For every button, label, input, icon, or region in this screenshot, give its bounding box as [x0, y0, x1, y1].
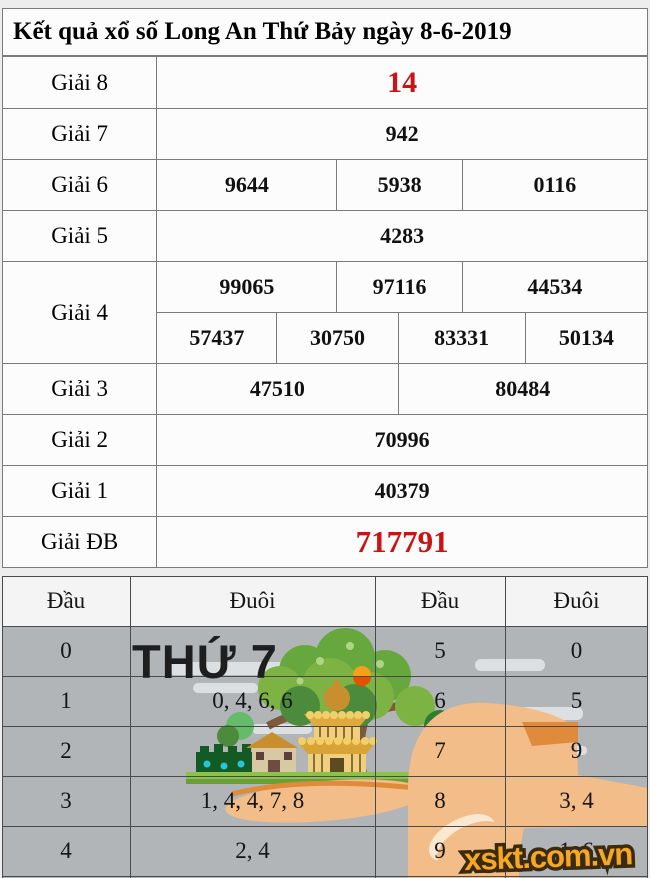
prize-row-db: Giải ĐB 717791	[1, 516, 648, 568]
prize-value: 9644	[156, 159, 338, 211]
prize-value: 5938	[336, 159, 463, 211]
prize-value: 44534	[461, 261, 649, 313]
prize-value: 50134	[524, 312, 649, 364]
prize-value: 99065	[156, 261, 338, 313]
prize-label: Giải 5	[1, 210, 158, 262]
prize-value: 40379	[156, 465, 648, 517]
dau-cell: 2	[60, 738, 72, 763]
dau-cell: 0	[60, 638, 72, 663]
head-tail-row: 2 7 9	[2, 726, 648, 776]
column-header-duoi-right: Đuôi	[553, 588, 600, 613]
prize-value: 14	[156, 56, 648, 109]
duoi-cell: 3, 4	[559, 788, 594, 813]
dau-cell: 6	[434, 688, 446, 713]
duoi-cell: 9	[570, 738, 583, 763]
duoi-cell: 1, 4, 4, 7, 8	[200, 788, 305, 813]
prize-value: 97116	[336, 261, 463, 313]
dau-cell: 3	[60, 788, 72, 813]
head-tail-row: 0 5 0	[2, 626, 648, 676]
duoi-cell	[130, 626, 375, 676]
prize-value: 57437	[156, 312, 278, 364]
prize-row-1: Giải 1 40379	[1, 465, 648, 517]
column-header-dau-left: Đầu	[46, 588, 86, 613]
prize-value: 0116	[461, 159, 649, 211]
prize-value: 47510	[156, 363, 399, 415]
prize-value: 4283	[156, 210, 648, 262]
head-tail-table: Đầu Đuôi Đầu Đuôi 0 5 0 1 0, 4, 6, 6 6	[2, 576, 648, 876]
prize-row-3: Giải 3 47510 80484	[1, 363, 649, 415]
dau-cell: 4	[60, 838, 72, 863]
dau-cell: 8	[434, 788, 446, 813]
dau-cell: 7	[434, 738, 446, 763]
page-title: Kết quả xổ số Long An Thứ Bảy ngày 8-6-2…	[2, 8, 648, 56]
site-logo: xskt.com.vn	[460, 833, 636, 878]
duoi-cell: 0, 4, 6, 6	[212, 688, 293, 713]
prize-label: Giải 1	[1, 465, 158, 517]
lottery-results-page: Kết quả xổ số Long An Thứ Bảy ngày 8-6-2…	[0, 8, 650, 878]
prize-value: 30750	[276, 312, 399, 364]
prize-row-5: Giải 5 4283	[1, 210, 648, 262]
prize-label: Giải 2	[1, 414, 158, 466]
duoi-cell: 5	[570, 688, 583, 713]
svg-text:xskt.com.vn: xskt.com.vn	[463, 836, 632, 877]
prize-label: Giải ĐB	[1, 516, 158, 568]
duoi-cell: 2, 4	[235, 838, 270, 863]
prize-row-2: Giải 2 70996	[1, 414, 648, 466]
results-table: Giải 8 14 Giải 7 942 Giải 6 9644 5938 01…	[1, 56, 649, 568]
prize-row-4a: Giải 4 99065 97116 44534	[1, 261, 649, 364]
prize-value: 80484	[397, 363, 649, 415]
column-header-dau-right: Đầu	[420, 588, 460, 613]
prize-value: 83331	[397, 312, 526, 364]
head-tail-row: 1 0, 4, 6, 6 6 5	[2, 676, 648, 726]
prize-label: Giải 3	[1, 363, 158, 415]
dau-cell: 5	[434, 638, 446, 663]
head-tail-header-row: Đầu Đuôi Đầu Đuôi	[2, 576, 648, 626]
prize-label: Giải 6	[1, 159, 158, 211]
head-tail-row: 3 1, 4, 4, 7, 8 8 3, 4	[2, 776, 648, 826]
duoi-cell	[130, 726, 375, 776]
prize-value: 717791	[156, 516, 648, 568]
duoi-cell: 0	[570, 638, 583, 663]
prize-label: Giải 8	[1, 56, 158, 109]
prize-value: 70996	[156, 414, 648, 466]
prize-value: 942	[156, 108, 648, 160]
prize-label: Giải 7	[1, 108, 158, 160]
prize-label: Giải 4	[1, 261, 158, 364]
prize-row-8: Giải 8 14	[1, 56, 648, 109]
column-header-duoi-left: Đuôi	[229, 588, 276, 613]
prize-row-7: Giải 7 942	[1, 108, 648, 160]
head-tail-section: THỨ 7 Đầu Đuôi Đầu Đuôi 0 5 0	[0, 576, 650, 878]
dau-cell: 1	[60, 688, 72, 713]
prize-row-6: Giải 6 9644 5938 0116	[1, 159, 649, 211]
